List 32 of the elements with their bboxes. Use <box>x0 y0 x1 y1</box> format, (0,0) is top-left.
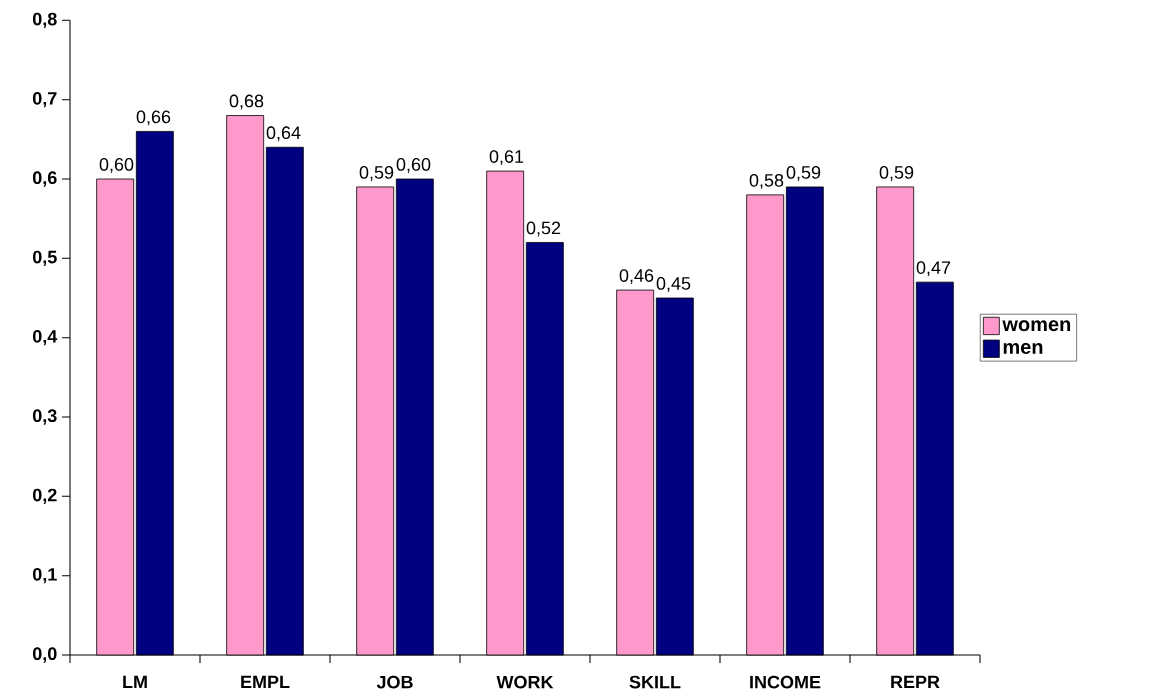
x-tick-label: WORK <box>496 675 554 689</box>
x-tick-label: LM <box>123 675 147 689</box>
x-tick-label: INCOME <box>750 675 821 689</box>
data-label: 0,58 <box>749 173 784 189</box>
data-label: 0,52 <box>526 221 561 237</box>
data-label: 0,60 <box>99 158 134 173</box>
data-label: 0,68 <box>229 94 264 110</box>
y-tick-label: 0,5 <box>32 250 57 267</box>
data-label: 0,66 <box>136 110 171 126</box>
y-tick-label: 0,3 <box>32 409 57 425</box>
x-tick-label: REPR <box>891 675 940 689</box>
y-tick-label: 0,6 <box>32 171 57 187</box>
legend-label: men <box>1003 343 1043 354</box>
y-tick-label: 0,2 <box>32 488 57 505</box>
x-tick-label: SKILL <box>629 675 681 689</box>
data-label: 0,60 <box>396 158 431 173</box>
data-label: 0,47 <box>916 261 951 277</box>
y-tick-label: 0,1 <box>32 567 57 584</box>
x-tick-label: JOB <box>376 675 413 689</box>
y-tick-label: 0,4 <box>32 329 58 346</box>
data-label: 0,59 <box>879 166 914 181</box>
legend-label: women <box>1002 320 1071 332</box>
y-tick-label: 0,8 <box>32 12 57 29</box>
y-tick-label: 0,0 <box>32 647 57 663</box>
x-tick-label: EMPL <box>241 675 290 689</box>
data-label: 0,59 <box>359 166 394 181</box>
data-label: 0,61 <box>489 150 524 166</box>
data-label: 0,45 <box>656 277 691 292</box>
data-label: 0,64 <box>266 126 301 142</box>
data-label: 0,46 <box>619 269 654 285</box>
data-label: 0,59 <box>786 166 821 181</box>
y-tick-label: 0,7 <box>32 92 57 108</box>
